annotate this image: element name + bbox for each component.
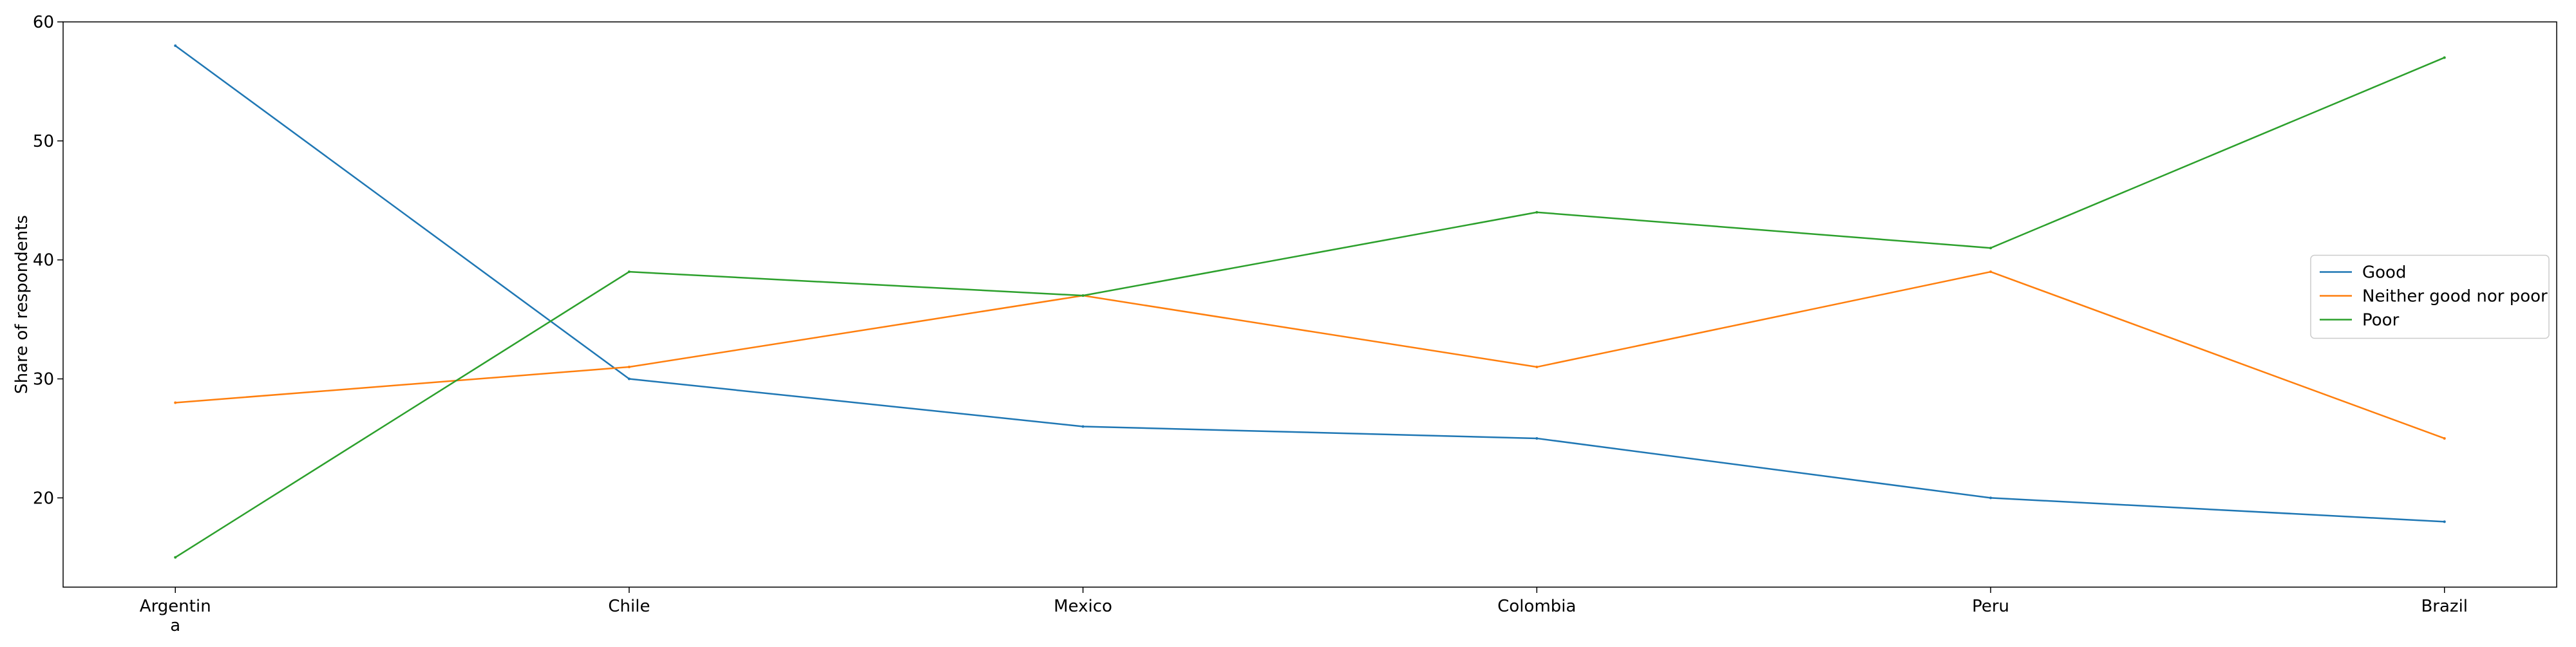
data-point-good [1989, 496, 1993, 500]
legend-label-good: Good [2362, 263, 2406, 283]
data-point-poor [1081, 294, 1084, 297]
data-point-good [2443, 520, 2446, 523]
legend: Good Neither good nor poor Poor [2310, 254, 2550, 339]
x-tick-label: Mexico [1054, 597, 1112, 616]
data-point-good [1535, 436, 1539, 440]
y-axis: 20 30 40 50 60 [33, 13, 63, 508]
data-point-poor [1989, 247, 1993, 250]
plot-frame [62, 21, 2557, 588]
x-tick-label: Colombia [1497, 597, 1576, 616]
data-point-poor [1535, 211, 1539, 214]
data-point-poor [627, 270, 630, 274]
data-point-good [174, 44, 177, 47]
legend-box [2310, 254, 2550, 339]
x-axis: Argentin a Chile Mexico Colombia Peru Brazil [140, 587, 2468, 635]
x-tick-label: Argentin a [140, 597, 211, 635]
data-point-neither-good-nor-poor [1989, 270, 1993, 274]
y-tick-label: 20 [33, 489, 54, 508]
x-tick-label: Chile [608, 597, 650, 616]
series-line-neither-good-nor-poor [175, 270, 2445, 440]
y-axis-label: Share of respondents [12, 215, 32, 394]
series-layer [174, 44, 2446, 559]
data-point-good [627, 377, 630, 380]
series-line-poor [175, 57, 2445, 558]
y-tick-label: 30 [33, 370, 54, 389]
data-point-poor [174, 556, 177, 559]
data-point-good [1081, 425, 1084, 428]
x-tick-label: Brazil [2421, 597, 2468, 616]
data-point-poor [2443, 56, 2446, 59]
legend-label-neither-good-nor-poor: Neither good nor poor [2362, 287, 2548, 306]
y-tick-label: 50 [33, 132, 54, 151]
series-line-good [175, 44, 2445, 523]
x-tick-label: Peru [1972, 597, 2009, 616]
data-point-neither-good-nor-poor [1535, 366, 1539, 369]
data-point-neither-good-nor-poor [174, 401, 177, 404]
data-point-neither-good-nor-poor [627, 366, 630, 369]
y-tick-label: 60 [33, 13, 54, 32]
legend-label-poor: Poor [2362, 311, 2400, 330]
y-tick-label: 40 [33, 251, 54, 270]
data-point-neither-good-nor-poor [2443, 436, 2446, 440]
